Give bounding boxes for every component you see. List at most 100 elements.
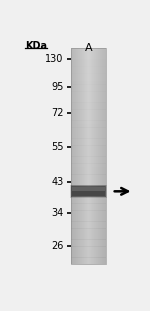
Bar bbox=[71, 73, 106, 77]
Bar bbox=[79, 48, 80, 264]
Bar bbox=[72, 187, 105, 196]
Bar bbox=[91, 48, 92, 264]
Bar bbox=[96, 48, 97, 264]
Bar bbox=[74, 48, 75, 264]
Bar bbox=[71, 48, 106, 264]
Bar bbox=[82, 48, 83, 264]
Bar bbox=[102, 48, 103, 264]
Bar bbox=[86, 48, 87, 264]
Bar bbox=[72, 48, 73, 264]
Bar bbox=[71, 257, 106, 261]
Bar bbox=[71, 207, 106, 211]
Bar bbox=[71, 55, 106, 59]
Bar bbox=[101, 48, 102, 264]
Bar bbox=[71, 243, 106, 247]
Bar bbox=[73, 48, 74, 264]
Bar bbox=[101, 48, 102, 264]
Bar bbox=[84, 48, 85, 264]
Bar bbox=[98, 48, 99, 264]
Bar bbox=[73, 48, 74, 264]
Bar bbox=[71, 228, 106, 232]
Bar bbox=[102, 48, 103, 264]
Bar bbox=[71, 52, 106, 56]
Bar bbox=[71, 135, 106, 139]
Bar bbox=[103, 48, 104, 264]
Bar bbox=[71, 164, 106, 168]
Bar bbox=[71, 196, 106, 200]
Bar bbox=[90, 48, 91, 264]
Bar bbox=[72, 187, 105, 191]
Bar bbox=[71, 189, 106, 193]
Bar bbox=[71, 232, 106, 236]
Bar bbox=[91, 48, 92, 264]
Bar bbox=[95, 48, 96, 264]
Bar bbox=[100, 48, 101, 264]
Bar bbox=[71, 102, 106, 106]
Bar bbox=[71, 91, 106, 95]
Bar bbox=[71, 239, 106, 243]
Bar bbox=[84, 48, 85, 264]
Bar bbox=[71, 192, 106, 196]
Bar bbox=[71, 117, 106, 121]
Bar bbox=[96, 48, 97, 264]
Bar bbox=[103, 48, 104, 264]
Bar bbox=[71, 138, 106, 142]
Bar bbox=[71, 146, 106, 150]
Bar bbox=[78, 48, 79, 264]
Bar bbox=[71, 113, 106, 117]
Bar bbox=[71, 156, 106, 160]
Bar bbox=[86, 48, 87, 264]
Bar bbox=[93, 48, 94, 264]
Bar bbox=[79, 48, 80, 264]
Bar bbox=[89, 48, 90, 264]
Bar bbox=[86, 48, 87, 264]
Bar bbox=[71, 131, 106, 135]
Text: 43: 43 bbox=[51, 177, 64, 187]
Bar bbox=[88, 48, 89, 264]
Bar bbox=[71, 225, 106, 229]
Bar bbox=[71, 109, 106, 114]
Bar bbox=[71, 210, 106, 214]
Bar bbox=[71, 167, 106, 171]
Bar bbox=[71, 149, 106, 153]
Bar bbox=[71, 200, 106, 204]
Text: KDa: KDa bbox=[25, 41, 47, 51]
Bar bbox=[71, 70, 106, 74]
Text: 72: 72 bbox=[51, 108, 64, 118]
Bar bbox=[71, 120, 106, 124]
Bar bbox=[72, 48, 73, 264]
Bar bbox=[87, 48, 88, 264]
Bar bbox=[95, 48, 96, 264]
Bar bbox=[71, 254, 106, 258]
Bar bbox=[70, 185, 107, 198]
Bar bbox=[71, 142, 106, 146]
Bar bbox=[83, 48, 84, 264]
Bar bbox=[94, 48, 95, 264]
Text: 95: 95 bbox=[51, 82, 64, 92]
Bar bbox=[71, 88, 106, 92]
Bar bbox=[92, 48, 93, 264]
Bar bbox=[105, 48, 106, 264]
Bar bbox=[71, 203, 106, 207]
Bar bbox=[89, 48, 90, 264]
Bar bbox=[85, 48, 86, 264]
Bar bbox=[97, 48, 98, 264]
Bar bbox=[92, 48, 93, 264]
Bar bbox=[71, 185, 106, 189]
Bar bbox=[77, 48, 78, 264]
Bar bbox=[71, 59, 106, 63]
Bar bbox=[71, 81, 106, 85]
Bar bbox=[90, 48, 91, 264]
Bar bbox=[81, 48, 82, 264]
Bar bbox=[76, 48, 77, 264]
Bar bbox=[82, 48, 83, 264]
Bar bbox=[74, 48, 75, 264]
Bar bbox=[71, 185, 106, 197]
Bar bbox=[71, 221, 106, 225]
Bar bbox=[71, 124, 106, 128]
Bar bbox=[80, 48, 81, 264]
Bar bbox=[97, 48, 98, 264]
Bar bbox=[99, 48, 100, 264]
Bar bbox=[71, 186, 106, 197]
Bar bbox=[71, 171, 106, 175]
